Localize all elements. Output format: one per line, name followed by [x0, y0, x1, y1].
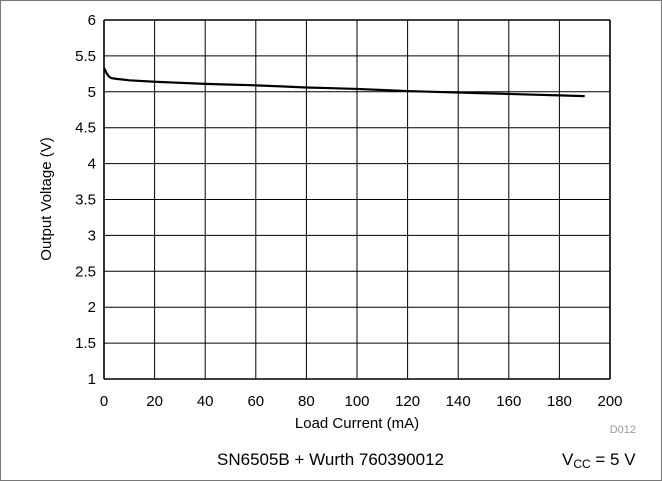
- grid-layer: [103, 19, 611, 380]
- y-tick-labels: 1 1.5 2 2.5 3 3.5 4 4.5 5 5.5 6: [75, 12, 96, 388]
- x-tick-label: 180: [547, 393, 572, 410]
- x-tick-label: 20: [146, 393, 163, 410]
- x-tick-labels: 0 20 40 60 80 100 120 140 160 180 200: [100, 393, 623, 410]
- y-tick-label: 4.5: [75, 120, 96, 137]
- line-chart: 1 1.5 2 2.5 3 3.5 4 4.5 5 5.5 6 0 20 40 60 80 100 120 140…: [38, 12, 636, 436]
- vcc-caption: VCC = 5 V: [562, 450, 636, 471]
- y-tick-label: 6: [88, 12, 96, 29]
- x-tick-label: 60: [247, 393, 264, 410]
- y-tick-label: 2: [88, 299, 96, 316]
- y-tick-label: 4: [88, 156, 96, 173]
- device-caption: SN6505B + Wurth 760390012: [217, 450, 444, 469]
- x-tick-label: 120: [395, 393, 420, 410]
- y-tick-label: 5.5: [75, 48, 96, 65]
- x-tick-label: 200: [597, 393, 622, 410]
- figure-id: D012: [610, 424, 636, 436]
- y-tick-label: 3.5: [75, 192, 96, 209]
- vcc-value: = 5 V: [590, 450, 636, 469]
- y-tick-label: 1.5: [75, 335, 96, 352]
- x-tick-label: 40: [197, 393, 214, 410]
- x-tick-label: 160: [496, 393, 521, 410]
- vcc-symbol: V: [562, 450, 574, 469]
- y-axis-label: Output Voltage (V): [38, 137, 55, 260]
- y-tick-label: 3: [88, 227, 96, 244]
- y-tick-label: 1: [88, 371, 96, 388]
- y-tick-label: 2.5: [75, 263, 96, 280]
- series-layer: [103, 67, 585, 98]
- x-axis-label: Load Current (mA): [295, 415, 419, 432]
- series-line: [103, 67, 585, 98]
- x-tick-label: 0: [100, 393, 108, 410]
- vcc-subscript: CC: [573, 457, 591, 471]
- y-tick-label: 5: [88, 84, 96, 101]
- x-tick-label: 80: [298, 393, 315, 410]
- x-tick-label: 100: [344, 393, 369, 410]
- x-tick-label: 140: [446, 393, 471, 410]
